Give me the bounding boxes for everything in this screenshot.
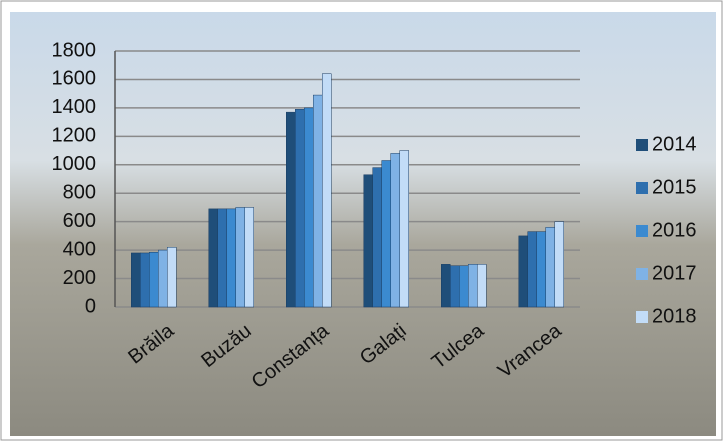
bar xyxy=(286,111,296,308)
bar xyxy=(149,251,159,308)
legend-swatch xyxy=(636,311,648,323)
bar xyxy=(313,94,323,308)
bar xyxy=(304,107,314,308)
bar xyxy=(167,247,177,308)
bar xyxy=(295,109,305,308)
bar xyxy=(441,264,451,308)
bar xyxy=(244,207,254,308)
legend-label: 2017 xyxy=(652,262,697,284)
bar xyxy=(217,208,227,308)
y-tick-label: 1800 xyxy=(52,39,97,61)
bar xyxy=(131,252,141,308)
legend-swatch xyxy=(636,139,648,151)
bar xyxy=(477,264,487,308)
legend-swatch xyxy=(636,225,648,237)
y-tick-label: 1200 xyxy=(52,125,97,147)
bar xyxy=(545,227,555,308)
y-tick-label: 600 xyxy=(63,210,96,232)
bar xyxy=(140,252,150,308)
bar xyxy=(459,265,469,308)
bar xyxy=(322,73,332,308)
bar xyxy=(363,174,373,308)
bar xyxy=(399,150,409,308)
background xyxy=(10,12,716,436)
y-tick-label: 0 xyxy=(85,295,96,317)
y-tick-label: 1600 xyxy=(52,68,97,90)
y-tick-label: 1400 xyxy=(52,96,97,118)
bar xyxy=(235,207,245,308)
legend-label: 2015 xyxy=(652,176,697,198)
bar xyxy=(527,231,537,308)
legend-label: 2018 xyxy=(652,305,697,327)
bar xyxy=(208,208,218,308)
bar xyxy=(468,264,478,308)
bar xyxy=(450,265,460,308)
y-tick-label: 800 xyxy=(63,182,96,204)
y-tick-label: 1000 xyxy=(52,153,97,175)
bar xyxy=(390,153,400,308)
bar xyxy=(554,221,564,308)
bar xyxy=(381,160,391,308)
bar xyxy=(372,167,382,308)
legend-swatch xyxy=(636,182,648,194)
bar xyxy=(536,231,546,308)
legend-label: 2014 xyxy=(652,133,697,155)
legend-label: 2016 xyxy=(652,219,697,241)
legend-swatch xyxy=(636,268,648,280)
bar xyxy=(226,208,236,308)
y-tick-label: 200 xyxy=(63,267,96,289)
bar xyxy=(518,235,528,308)
y-tick-label: 400 xyxy=(63,238,96,260)
bar xyxy=(158,249,168,308)
